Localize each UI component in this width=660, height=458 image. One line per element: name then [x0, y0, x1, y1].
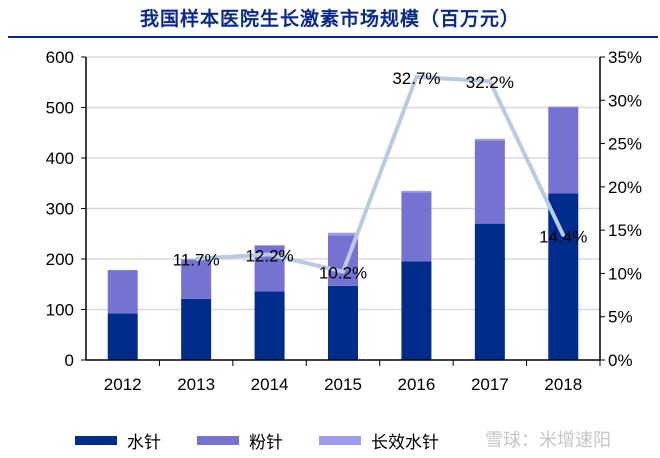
legend: 水针 粉针 长效水针	[75, 428, 475, 453]
growth-rate-point	[268, 252, 272, 256]
x-tick-label: 2016	[398, 375, 436, 394]
growth-rate-point	[488, 79, 492, 83]
y-right-tick-label: 0%	[608, 351, 633, 370]
growth-rate-point	[341, 270, 345, 274]
legend-swatch	[197, 436, 239, 445]
bar-粉针-2012	[107, 270, 138, 314]
growth-rate-label: 14.4%	[539, 227, 587, 246]
bar-水针-2016	[401, 261, 432, 360]
growth-rate-label: 32.2%	[466, 73, 514, 92]
legend-label: 粉针	[249, 433, 283, 453]
y-right-tick-label: 25%	[608, 135, 642, 154]
bar-长效水针-2018	[548, 106, 579, 108]
chart-plot: 0 100 200 300 400 500 600 0% 5% 10% 15% 20% 25% 30% 35…	[46, 48, 642, 394]
growth-rate-label: 12.2%	[245, 246, 293, 265]
growth-rate-label: 10.2%	[319, 264, 367, 283]
legend-swatch	[319, 436, 361, 445]
legend-swatch	[75, 436, 117, 445]
bar-长效水针-2016	[401, 190, 432, 193]
x-tick-label: 2015	[324, 375, 362, 394]
bar-粉针-2018	[548, 107, 579, 194]
y-right-tick-label: 30%	[608, 91, 642, 110]
y-left-tick-label: 200	[46, 250, 74, 269]
bar-长效水针-2015	[328, 232, 358, 236]
growth-rate-point	[561, 233, 565, 237]
bar-水针-2018	[548, 193, 579, 360]
x-tick-label: 2014	[251, 375, 289, 394]
bar-水针-2015	[328, 285, 358, 360]
y-left-tick-label: 500	[46, 99, 74, 118]
bar-水针-2017	[474, 223, 505, 360]
legend-label: 长效水针	[371, 433, 439, 453]
growth-rate-line	[196, 74, 566, 274]
bar-粉针-2017	[474, 140, 505, 224]
y-left-tick-label: 300	[46, 200, 74, 219]
legend-label: 水针	[127, 433, 161, 453]
y-left-tick-label: 0	[65, 351, 74, 370]
growth-rate-label: 32.7%	[392, 69, 440, 88]
growth-rate-point	[194, 257, 198, 261]
chart-title: 我国样本医院生长激素市场规模（百万元）	[139, 8, 520, 30]
bar-粉针-2013	[181, 259, 212, 299]
legend-item: 粉针	[197, 428, 283, 453]
legend-item: 水针	[75, 428, 161, 453]
y-right-tick-label: 20%	[608, 178, 642, 197]
title-underline	[8, 36, 658, 38]
x-tick-label: 2017	[471, 375, 509, 394]
y-left-tick-label: 100	[46, 301, 74, 320]
bar-粉针-2016	[401, 192, 432, 262]
y-left-tick-label: 600	[46, 48, 74, 67]
y-right-tick-label: 35%	[608, 48, 642, 67]
bar-水针-2012	[107, 313, 138, 360]
y-right-tick-label: 15%	[608, 221, 642, 240]
bar-水针-2014	[254, 291, 285, 360]
legend-item: 长效水针	[319, 428, 439, 453]
x-tick-label: 2013	[177, 375, 215, 394]
y-left-tick-label: 400	[46, 149, 74, 168]
y-right-tick-label: 10%	[608, 264, 642, 283]
bar-长效水针-2017	[474, 138, 505, 141]
growth-rate-point	[414, 75, 418, 79]
growth-rate-label: 11.7%	[173, 251, 220, 270]
bar-水针-2013	[181, 298, 212, 360]
x-tick-label: 2018	[544, 375, 582, 394]
y-right-tick-label: 5%	[608, 308, 633, 327]
watermark: 雪球：米增速阳	[485, 430, 611, 450]
x-tick-label: 2012	[104, 375, 142, 394]
